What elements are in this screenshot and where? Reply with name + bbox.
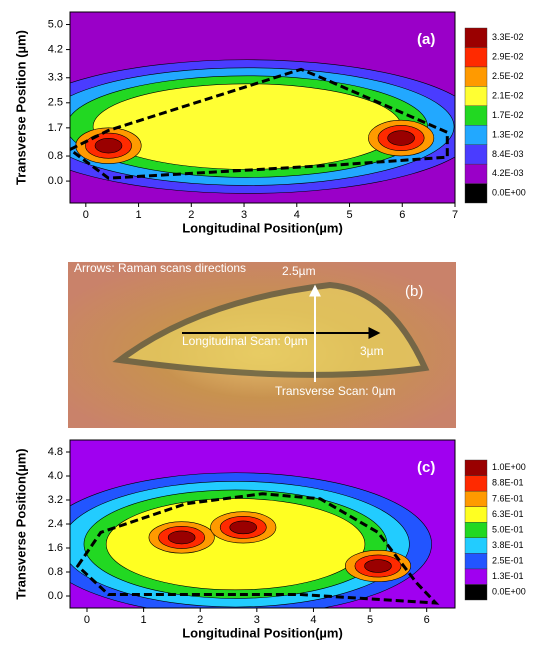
contour-band bbox=[229, 520, 258, 535]
contour-band bbox=[387, 130, 415, 146]
colorbar-swatch bbox=[464, 490, 488, 507]
colorbar-label: 8.8E-01 bbox=[492, 478, 524, 488]
panel-label: (b) bbox=[405, 283, 423, 300]
caption: Arrows: Raman scans directions bbox=[74, 261, 246, 275]
flake bbox=[112, 281, 430, 378]
colorbar-label: 1.3E-01 bbox=[492, 571, 524, 581]
colorbar-swatch bbox=[464, 66, 488, 87]
panel-label: (a) bbox=[417, 31, 435, 48]
x-tick-label: 1 bbox=[141, 614, 147, 626]
x-tick-label: 2 bbox=[197, 614, 203, 626]
x-tick-label: 6 bbox=[399, 209, 405, 221]
colorbar-label: 3.8E-01 bbox=[492, 540, 524, 550]
contour-plot: (c) 0 1 2 3 4 5 6 0.0 0.8 1.6 2.4 3.2 4.0 4.8 Longitudi… bbox=[13, 439, 526, 640]
colorbar-swatch bbox=[464, 584, 488, 601]
colorbar-swatch bbox=[464, 553, 488, 570]
colorbar-label: 2.5E-02 bbox=[492, 71, 524, 81]
annotation: 3µm bbox=[360, 344, 384, 358]
colorbar-label: 0.0E+00 bbox=[492, 188, 526, 198]
x-tick-label: 2 bbox=[188, 209, 194, 221]
colorbar-swatch bbox=[464, 125, 488, 145]
colorbar-label: 0.0E+00 bbox=[492, 587, 526, 597]
colorbar-label: 1.7E-02 bbox=[492, 110, 524, 120]
colorbar-label: 7.6E-01 bbox=[492, 493, 524, 503]
x-tick-label: 3 bbox=[254, 614, 260, 626]
y-tick-label: 0.8 bbox=[48, 566, 63, 578]
colorbar-swatch bbox=[464, 27, 488, 48]
x-tick-label: 7 bbox=[452, 209, 458, 221]
annotation: Transverse Scan: 0µm bbox=[275, 384, 396, 398]
colorbar-label: 2.5E-01 bbox=[492, 555, 524, 565]
annotation: 2.5µm bbox=[282, 264, 316, 278]
y-tick-label: 1.7 bbox=[48, 122, 63, 134]
x-tick-label: 4 bbox=[294, 209, 300, 221]
x-tick-label: 0 bbox=[84, 614, 90, 626]
outline bbox=[75, 492, 440, 605]
contour-band bbox=[167, 530, 196, 545]
colorbar-swatch bbox=[464, 537, 488, 554]
contour-band bbox=[92, 83, 402, 170]
colorbar-swatch bbox=[464, 183, 488, 204]
y-axis-title: Transverse Position(µm) bbox=[13, 448, 28, 599]
contour-plot: (a) 0 1 2 3 4 5 6 7 0.0 0.8 1.7 2.5 3.3 4.2 5.0 Longitud… bbox=[13, 11, 526, 235]
x-tick-label: 6 bbox=[424, 614, 430, 626]
x-tick-label: 3 bbox=[241, 209, 247, 221]
colorbar-label: 1.3E-02 bbox=[492, 129, 524, 139]
colorbar-swatch bbox=[464, 47, 488, 68]
y-tick-label: 3.3 bbox=[48, 72, 63, 84]
y-tick-label: 0.8 bbox=[48, 150, 63, 162]
colorbar-label: 5.0E-01 bbox=[492, 524, 524, 534]
x-tick-label: 1 bbox=[135, 209, 141, 221]
x-tick-label: 5 bbox=[367, 614, 373, 626]
contour-band bbox=[364, 559, 392, 573]
colorbar-swatch bbox=[464, 86, 488, 106]
colorbar-swatch bbox=[464, 144, 488, 165]
colorbar-swatch bbox=[464, 568, 488, 585]
colorbar-label: 4.2E-03 bbox=[492, 168, 524, 178]
y-tick-label: 0.0 bbox=[48, 175, 63, 187]
x-tick-label: 0 bbox=[83, 209, 89, 221]
colorbar-swatch bbox=[464, 105, 488, 126]
y-tick-label: 2.5 bbox=[48, 97, 63, 109]
x-tick-label: 5 bbox=[346, 209, 352, 221]
colorbar-label: 8.4E-03 bbox=[492, 149, 524, 159]
x-tick-label: 4 bbox=[310, 614, 316, 626]
y-tick-label: 0.0 bbox=[48, 590, 63, 602]
colorbar-swatch bbox=[464, 506, 488, 523]
frame bbox=[69, 11, 456, 204]
y-tick-label: 5.0 bbox=[48, 18, 63, 30]
y-tick-label: 3.2 bbox=[48, 494, 63, 506]
y-axis-title: Transverse Position (µm) bbox=[13, 30, 28, 185]
plot-area bbox=[70, 440, 455, 608]
colorbar-swatch bbox=[464, 163, 488, 184]
photo-panel: Arrows: Raman scans directions (b) 2.5µm… bbox=[68, 261, 456, 428]
annotation: Longitudinal Scan: 0µm bbox=[182, 334, 308, 348]
y-tick-label: 1.6 bbox=[48, 542, 63, 554]
contour-band bbox=[94, 138, 123, 154]
colorbar-label: 2.1E-02 bbox=[492, 90, 524, 100]
colorbar-swatch bbox=[464, 522, 488, 538]
colorbar-label: 6.3E-01 bbox=[492, 509, 524, 519]
colorbar-label: 1.0E+00 bbox=[492, 462, 526, 472]
y-tick-label: 4.2 bbox=[48, 43, 63, 55]
colorbar-swatch bbox=[464, 475, 488, 492]
x-axis-title: Longitudinal Position(µm) bbox=[182, 220, 343, 235]
y-tick-label: 2.4 bbox=[48, 518, 63, 530]
panel-label: (c) bbox=[417, 459, 435, 476]
y-tick-label: 4.0 bbox=[48, 470, 63, 482]
colorbar-label: 3.3E-02 bbox=[492, 32, 524, 42]
y-tick-label: 4.8 bbox=[48, 446, 63, 458]
x-axis-title: Longitudinal Position(µm) bbox=[182, 625, 343, 640]
colorbar-label: 2.9E-02 bbox=[492, 52, 524, 62]
colorbar-swatch bbox=[464, 459, 488, 476]
outline bbox=[70, 67, 449, 180]
plot-area bbox=[70, 12, 455, 203]
